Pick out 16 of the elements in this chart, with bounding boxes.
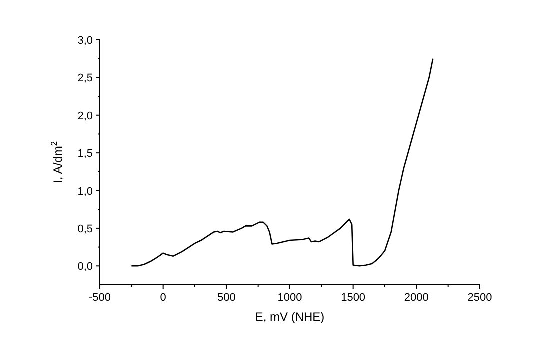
x-tick-label: 500 — [217, 292, 236, 304]
x-tick-label: 0 — [160, 292, 166, 304]
y-tick-label: 0,5 — [78, 223, 93, 236]
x-tick-label: 2000 — [404, 292, 429, 304]
y-tick-label: 2,5 — [78, 72, 93, 85]
x-tick-label: -500 — [88, 292, 112, 304]
y-tick-label: 2,0 — [78, 110, 93, 122]
x-tick-label: 2500 — [468, 292, 492, 304]
x-axis-title: E, mV (NHE) — [255, 310, 325, 324]
x-tick-label: 1500 — [341, 292, 366, 304]
y-tick-label: 0,0 — [78, 261, 93, 274]
y-tick-label: 1,0 — [78, 186, 93, 198]
y-tick-label: 3,0 — [78, 35, 93, 47]
y-tick-label: 1,5 — [78, 148, 93, 160]
line-series — [131, 58, 434, 267]
x-tick-label: 1000 — [278, 292, 302, 304]
